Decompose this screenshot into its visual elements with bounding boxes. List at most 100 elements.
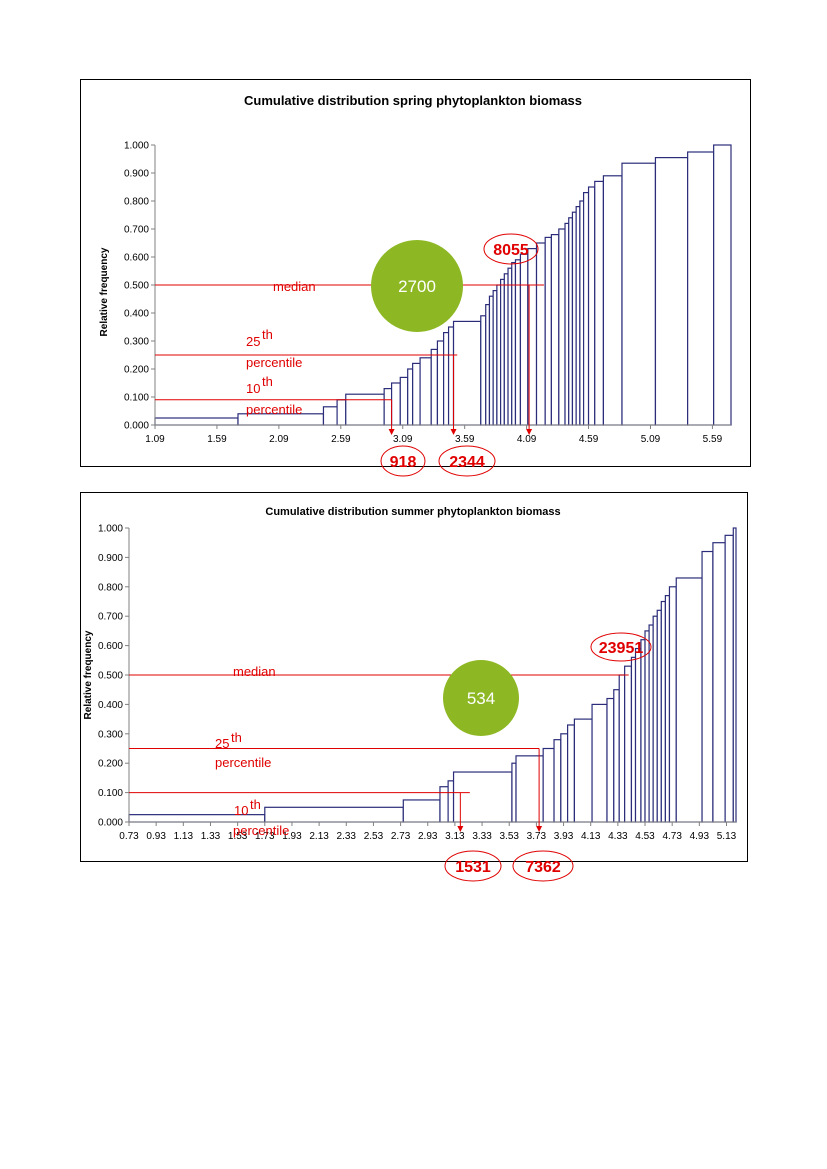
summer-plot-area: 0.000 0.100 0.200 0.300 0.400 0.500 0.600 0.700… <box>98 524 737 843</box>
spring-y-tick-label: 0.300 <box>124 337 149 348</box>
summer-x-tick-label: 0.73 <box>119 831 139 842</box>
spring-arrow-head <box>388 429 395 435</box>
summer-step-bar <box>402 799 441 823</box>
summer-step-bar <box>567 724 576 823</box>
summer-y-tick-label: 0.800 <box>98 582 123 593</box>
spring-step-bar <box>713 144 732 426</box>
spring-y-tick-label: 0.000 <box>124 421 149 432</box>
spring-step-bar <box>687 151 715 426</box>
summer-median-value-circle <box>443 660 519 736</box>
spring-step-bar <box>519 253 529 426</box>
spring-y-tick-label: 0.200 <box>124 365 149 376</box>
summer-x-tick-label: 4.53 <box>635 831 655 842</box>
summer-step-bar <box>634 647 642 823</box>
summer-x-tick-label: 0.93 <box>146 831 166 842</box>
summer-x-tick-label: 1.93 <box>282 831 302 842</box>
summer-x-tick-label: 1.13 <box>174 831 194 842</box>
summer-x-tick-label: 4.33 <box>608 831 628 842</box>
spring-step-bar <box>587 186 596 426</box>
spring-median-label: median <box>273 279 316 294</box>
summer-step-bar <box>618 674 626 823</box>
summer-x-tick-label: 4.93 <box>690 831 710 842</box>
summer-p25-value-ellipse <box>512 850 574 882</box>
spring-x-tick-label: 3.59 <box>455 434 475 445</box>
summer-y-tick-label: 0.300 <box>98 729 123 740</box>
summer-step-bar <box>439 786 449 823</box>
summer-p25-word: percentile <box>215 755 271 770</box>
summer-step-bar <box>624 665 633 823</box>
spring-x-tick-label: 4.59 <box>579 434 599 445</box>
spring-median-biomass-value: 8055 <box>493 242 529 259</box>
spring-y-tick-label: 0.800 <box>124 197 149 208</box>
spring-y-tick-label: 0.400 <box>124 309 149 320</box>
summer-arrow-head <box>457 826 464 832</box>
spring-p10-number: 10 <box>246 381 260 396</box>
summer-step-bar <box>660 600 666 823</box>
spring-chart: Cumulative distribution spring phytoplan… <box>99 93 732 477</box>
spring-x-tick-label: 5.59 <box>703 434 723 445</box>
summer-step-bar <box>724 534 734 823</box>
summer-step-bar <box>644 630 650 823</box>
spring-median-biomass-ellipse <box>483 233 539 265</box>
spring-step-bar <box>480 315 487 426</box>
spring-step-bar <box>407 368 414 426</box>
spring-step-bar <box>544 236 552 426</box>
spring-step-bar <box>558 228 566 426</box>
spring-step-bar <box>535 242 546 426</box>
summer-x-tick-label: 3.73 <box>527 831 547 842</box>
summer-x-tick-label: 4.13 <box>581 831 601 842</box>
spring-p25-number: 25 <box>246 334 260 349</box>
summer-p25-number: 25 <box>215 736 229 751</box>
spring-y-tick-label: 0.500 <box>124 281 149 292</box>
spring-p25-word: percentile <box>246 355 302 370</box>
spring-step-bar <box>452 320 482 426</box>
summer-y-tick-label: 0.000 <box>98 818 123 829</box>
summer-step-bar <box>560 733 569 823</box>
summer-median-biomass-value: 23951 <box>599 640 644 657</box>
summer-x-tick-label: 5.13 <box>717 831 737 842</box>
summer-step-bar <box>675 577 703 823</box>
summer-median-label: median <box>233 664 276 679</box>
summer-step-bar <box>664 595 671 823</box>
spring-step-bar <box>430 348 439 426</box>
summer-step-bar <box>511 762 517 823</box>
summer-y-tick-label: 0.400 <box>98 700 123 711</box>
spring-arrow-head <box>526 429 533 435</box>
spring-step-bar <box>447 326 455 426</box>
spring-p25-suffix: th <box>262 327 273 342</box>
summer-step-bar <box>542 747 555 823</box>
summer-step-bar <box>668 586 677 823</box>
summer-x-tick-label: 3.93 <box>554 831 574 842</box>
spring-x-tick-label: 2.09 <box>269 434 289 445</box>
summer-step-bar <box>606 697 615 823</box>
summer-p10-word: percentile <box>233 823 289 838</box>
summer-step-bar <box>264 806 404 823</box>
summer-y-tick-label: 0.700 <box>98 612 123 623</box>
spring-p10-suffix: th <box>262 374 273 389</box>
spring-y-tick-label: 1.000 <box>124 141 149 152</box>
summer-x-tick-label: 2.73 <box>391 831 411 842</box>
spring-x-tick-label: 1.59 <box>207 434 227 445</box>
spring-y-tick-label: 0.700 <box>124 225 149 236</box>
spring-step-bar <box>654 156 689 426</box>
summer-arrow-head <box>536 826 543 832</box>
summer-y-tick-label: 0.200 <box>98 759 123 770</box>
spring-step-bar <box>602 175 623 426</box>
spring-p10-value: 918 <box>390 454 417 471</box>
spring-step-bar <box>345 393 385 426</box>
summer-x-tick-label: 3.53 <box>499 831 519 842</box>
summer-y-axis-label: Relative frequency <box>83 630 94 719</box>
summer-step-bar <box>712 542 726 823</box>
summer-y-tick-label: 0.500 <box>98 671 123 682</box>
spring-x-tick-label: 1.09 <box>145 434 165 445</box>
summer-x-tick-label: 3.13 <box>445 831 465 842</box>
summer-step-bar <box>630 656 637 823</box>
summer-x-tick-label: 1.73 <box>255 831 275 842</box>
summer-chart: Cumulative distribution summer phytoplan… <box>83 506 737 882</box>
summer-p10-value: 1531 <box>455 859 491 876</box>
summer-step-bar <box>573 718 593 823</box>
summer-x-tick-label: 2.93 <box>418 831 438 842</box>
spring-chart-title: Cumulative distribution spring phytoplan… <box>244 93 582 108</box>
summer-x-tick-label: 2.33 <box>337 831 357 842</box>
spring-median-value-circle <box>371 240 463 332</box>
